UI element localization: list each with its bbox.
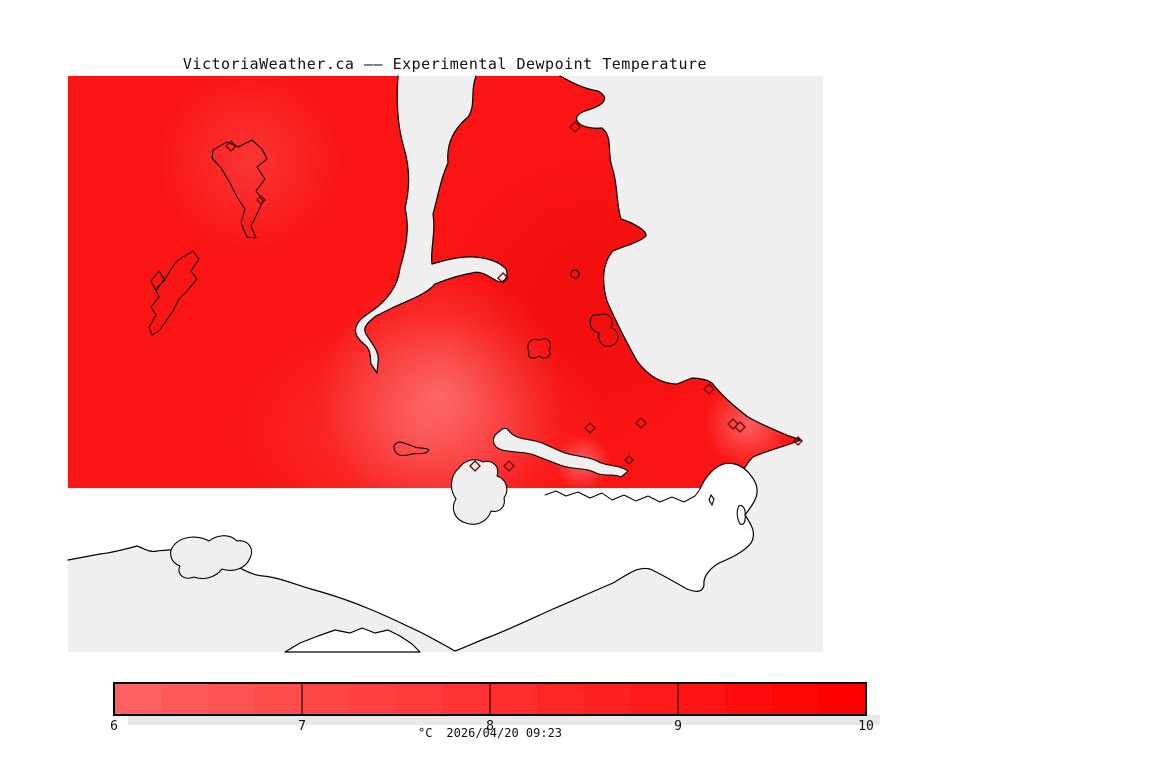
esquimalt-lagoon — [170, 535, 253, 580]
colorbar-tick-label: 9 — [674, 719, 682, 734]
esquimalt-harbour — [450, 459, 508, 525]
timestamp-label: 2026/04/20 09:23 — [446, 726, 562, 740]
unit-label: °C — [418, 726, 432, 740]
southwest-islands-outline — [148, 250, 200, 336]
station-marker — [727, 418, 739, 430]
station-marker — [497, 272, 509, 284]
peninsula-lake-outline — [527, 338, 551, 359]
colorbar-step — [678, 683, 726, 715]
colorbar-caption: °C 2026/04/20 09:23 — [418, 726, 562, 740]
colorbar-step — [490, 683, 538, 715]
peninsula-east-coastline — [559, 75, 802, 489]
station-marker — [503, 460, 515, 472]
colorbar-step — [772, 683, 820, 715]
colorbar-step — [819, 683, 867, 715]
colorbar-border — [113, 682, 867, 716]
victoria-north-shore-coastline — [544, 488, 701, 503]
station-marker — [469, 460, 481, 472]
gorge-waterway — [492, 427, 629, 478]
colorbar-shadow — [128, 715, 880, 725]
station-marker — [584, 422, 596, 434]
peninsula-lake2-outline — [570, 269, 619, 347]
colorbar-step — [208, 683, 256, 715]
colorbar-tick-label: 7 — [298, 719, 306, 734]
colorbar-step — [725, 683, 773, 715]
page-title: VictoriaWeather.ca –– Experimental Dewpo… — [183, 55, 707, 73]
station-marker — [703, 383, 715, 395]
dewpoint-light-patch — [155, 76, 345, 255]
trial-islets — [708, 493, 746, 525]
olympic-peninsula-shore — [284, 627, 421, 653]
saltspring-island-outline — [211, 139, 268, 239]
colorbar-tick-label: 8 — [486, 719, 494, 734]
colorbar-tick-label: 10 — [858, 719, 874, 734]
colorbar: 6 7 8 9 10 °C 2026/04/20 09:23 — [110, 682, 880, 740]
colorbar-tick-label: 6 — [110, 719, 118, 734]
colorbar-step — [114, 683, 162, 715]
colorbar-step — [349, 683, 397, 715]
station-marker — [635, 417, 647, 429]
station-marker — [256, 195, 266, 205]
elk-lake-outline — [393, 441, 430, 457]
station-marker — [734, 421, 746, 433]
station-marker — [225, 140, 237, 152]
colorbar-step — [302, 683, 350, 715]
saanich-inlet-coastline — [354, 75, 508, 374]
colorbar-step — [631, 683, 679, 715]
colorbar-step — [443, 683, 491, 715]
station-marker — [569, 121, 581, 133]
colorbar-step — [255, 683, 303, 715]
station-marker — [624, 455, 634, 465]
station-markers — [225, 121, 803, 472]
colorbar-step — [161, 683, 209, 715]
colorbar-tick-labels: 6 7 8 9 10 — [110, 719, 874, 734]
victoria-landmass — [68, 463, 758, 651]
colorbar-step — [537, 683, 585, 715]
colorbar-step — [584, 683, 632, 715]
station-marker — [793, 436, 803, 446]
colorbar-gradient — [114, 683, 867, 715]
colorbar-step — [396, 683, 444, 715]
